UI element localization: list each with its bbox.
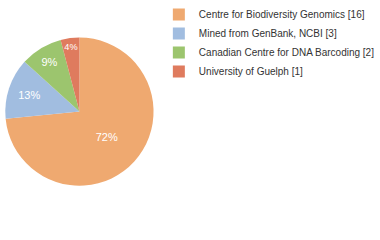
svg-text:4%: 4% [64, 42, 77, 52]
svg-text:Canadian Centre for DNA Barcod: Canadian Centre for DNA Barcoding [2] [199, 47, 374, 58]
svg-text:72%: 72% [96, 131, 118, 143]
svg-text:9%: 9% [41, 56, 57, 68]
svg-text:13%: 13% [18, 89, 40, 101]
svg-text:University of Guelph [1]: University of Guelph [1] [199, 66, 303, 77]
svg-text:Mined from GenBank, NCBI [3]: Mined from GenBank, NCBI [3] [199, 28, 337, 39]
svg-text:Centre for Biodiversity Genomi: Centre for Biodiversity Genomics [16] [199, 9, 365, 20]
